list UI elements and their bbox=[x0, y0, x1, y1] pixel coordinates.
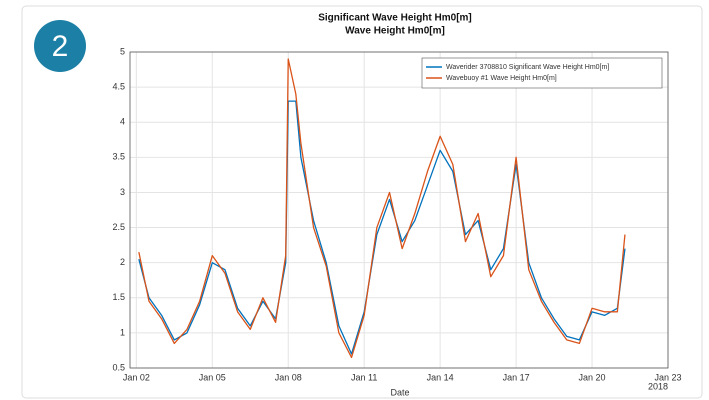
x-tick-label: Jan 20 bbox=[579, 372, 606, 382]
card bbox=[21, 5, 703, 399]
x-tick-label: Jan 23 bbox=[654, 372, 681, 382]
y-tick-label: 0.5 bbox=[112, 362, 125, 372]
y-tick-label: 4.5 bbox=[112, 81, 125, 91]
y-tick-label: 3 bbox=[120, 187, 125, 197]
x-annotation: 2018 bbox=[648, 381, 668, 391]
y-tick-label: 4 bbox=[120, 117, 125, 127]
y-tick-label: 3.5 bbox=[112, 152, 125, 162]
x-tick-label: Jan 05 bbox=[199, 372, 226, 382]
legend-label: Waverider 3708810 Significant Wave Heigh… bbox=[446, 64, 609, 71]
chart-title: Significant Wave Height Hm0[m] bbox=[318, 13, 472, 24]
badge-number: 2 bbox=[52, 30, 69, 63]
x-tick-label: Jan 08 bbox=[275, 372, 302, 382]
plot-frame bbox=[129, 51, 669, 369]
x-tick-label: Jan 02 bbox=[123, 372, 150, 382]
x-tick-label: Jan 11 bbox=[351, 372, 377, 382]
x-axis-label: Date bbox=[390, 387, 409, 397]
x-tick-label: Jan 14 bbox=[427, 372, 454, 382]
y-tick-label: 1.5 bbox=[112, 292, 125, 302]
chart-subtitle: Wave Height Hm0[m] bbox=[345, 26, 445, 37]
y-tick-label: 5 bbox=[120, 46, 125, 56]
y-tick-label: 2.5 bbox=[112, 222, 125, 232]
series-line bbox=[138, 58, 626, 359]
x-tick-label: Jan 17 bbox=[503, 372, 530, 382]
legend-box bbox=[421, 57, 663, 89]
y-tick-label: 2 bbox=[120, 257, 125, 267]
y-tick-label: 1 bbox=[120, 327, 125, 337]
badge-circle bbox=[34, 20, 86, 72]
legend-label: Wavebuoy #1 Wave Height Hm0[m] bbox=[446, 75, 557, 82]
